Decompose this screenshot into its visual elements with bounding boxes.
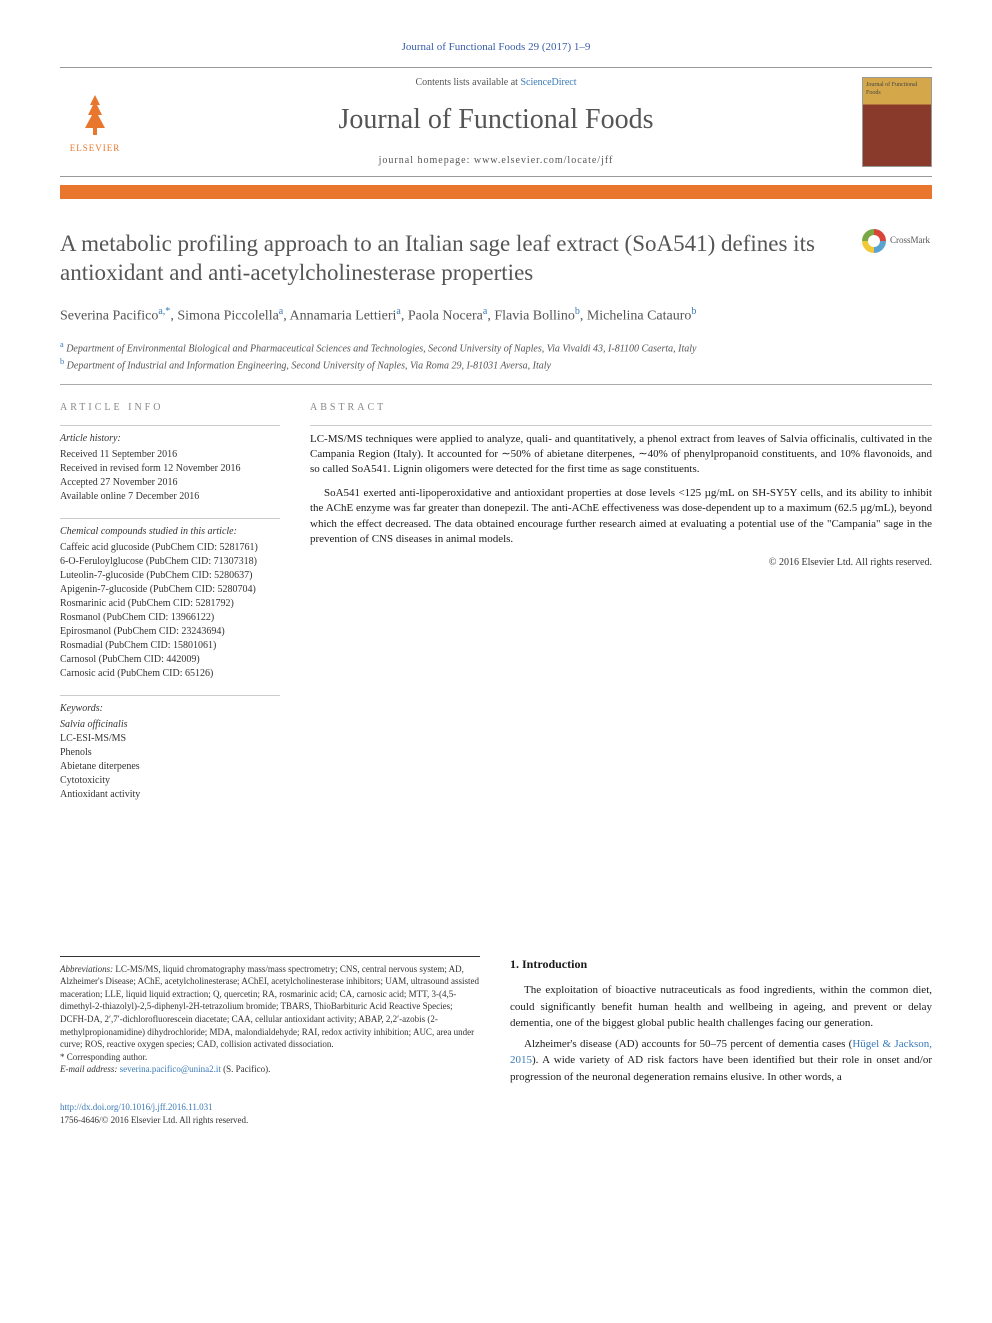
issn-line: 1756-4646/© 2016 Elsevier Ltd. All right… [60,1114,932,1127]
elsevier-tree-icon [70,90,120,140]
history-text: Received 11 September 2016Received in re… [60,448,280,504]
article-info-label: ARTICLE INFO [60,401,280,415]
intro-p1: The exploitation of bioactive nutraceuti… [510,982,932,1032]
journal-reference: Journal of Functional Foods 29 (2017) 1–… [60,40,932,55]
divider [60,384,932,385]
doi-line: http://dx.doi.org/10.1016/j.jff.2016.11.… [60,1101,932,1114]
sciencedirect-link[interactable]: ScienceDirect [520,77,576,88]
compounds-text: Caffeic acid glucoside (PubChem CID: 528… [60,541,280,681]
doi-link[interactable]: http://dx.doi.org/10.1016/j.jff.2016.11.… [60,1102,213,1112]
footnotes: Abbreviations: LC-MS/MS, liquid chromato… [60,956,480,1090]
article-info-column: ARTICLE INFO Article history: Received 1… [60,401,280,816]
authors-list: Severina Pacificoa,*, Simona Piccolellaa… [60,304,932,327]
affiliations: a Department of Environmental Biological… [60,339,932,374]
history-heading: Article history: [60,432,280,446]
abstract-column: ABSTRACT LC-MS/MS techniques were applie… [310,401,932,816]
journal-header: ELSEVIER Contents lists available at Sci… [60,67,932,176]
journal-name: Journal of Functional Foods [150,100,842,139]
email-link[interactable]: severina.pacifico@unina2.it [120,1064,221,1074]
elsevier-logo[interactable]: ELSEVIER [60,82,130,162]
introduction-column: 1. Introduction The exploitation of bioa… [510,956,932,1090]
abstract-label: ABSTRACT [310,401,932,415]
abstract-copyright: © 2016 Elsevier Ltd. All rights reserved… [310,555,932,570]
journal-cover-thumbnail: Journal of Functional Foods [862,77,932,167]
crossmark-icon [862,229,886,253]
compounds-heading: Chemical compounds studied in this artic… [60,525,280,539]
abstract-p2: SoA541 exerted anti-lipoperoxidative and… [310,486,932,548]
intro-p2: Alzheimer's disease (AD) accounts for 50… [510,1036,932,1086]
keywords-text: Salvia officinalisLC-ESI-MS/MSPhenolsAbi… [60,718,280,802]
contents-line: Contents lists available at ScienceDirec… [150,76,842,90]
email-line: E-mail address: severina.pacifico@unina2… [60,1063,480,1076]
abstract-p1: LC-MS/MS techniques were applied to anal… [310,432,932,478]
orange-divider [60,185,932,199]
homepage-url[interactable]: www.elsevier.com/locate/jff [474,155,613,166]
elsevier-label: ELSEVIER [70,142,121,155]
crossmark-badge[interactable]: CrossMark [862,229,932,253]
article-title: A metabolic profiling approach to an Ita… [60,229,842,289]
abbreviations: Abbreviations: LC-MS/MS, liquid chromato… [60,963,480,1051]
keywords-heading: Keywords: [60,702,280,716]
homepage-line: journal homepage: www.elsevier.com/locat… [150,154,842,168]
corresponding-author: * Corresponding author. [60,1051,480,1064]
intro-heading: 1. Introduction [510,956,932,973]
